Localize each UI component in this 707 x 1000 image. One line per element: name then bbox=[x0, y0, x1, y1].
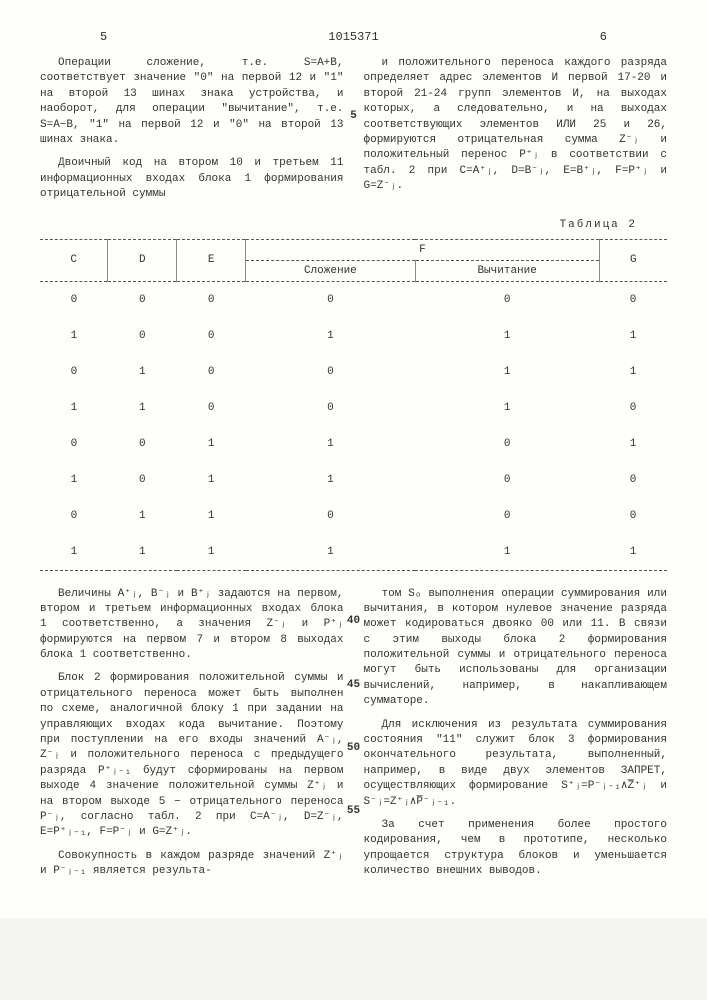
table-cell: 1 bbox=[177, 498, 246, 534]
table-cell: 0 bbox=[40, 281, 108, 318]
paragraph: и положительного переноса каждого разряд… bbox=[364, 56, 668, 195]
table-cell: 1 bbox=[599, 354, 667, 390]
table-cell: 0 bbox=[599, 281, 667, 318]
table-cell: 1 bbox=[599, 534, 667, 571]
table-cell: 1 bbox=[108, 498, 177, 534]
table-row: 111111 bbox=[40, 534, 667, 571]
paragraph: Операции сложение, т.е. S=A+B, соответст… bbox=[40, 56, 344, 148]
col-header-e: E bbox=[177, 239, 246, 281]
table-cell: 0 bbox=[246, 390, 416, 426]
table-row: 000000 bbox=[40, 281, 667, 318]
paragraph: Двоичный код на втором 10 и третьем 11 и… bbox=[40, 156, 344, 202]
table-cell: 1 bbox=[40, 390, 108, 426]
table-cell: 1 bbox=[177, 462, 246, 498]
table-cell: 1 bbox=[40, 534, 108, 571]
table-cell: 1 bbox=[177, 426, 246, 462]
col-header-f1: Сложение bbox=[246, 260, 416, 281]
paragraph: Величины A⁺ⱼ, B⁻ⱼ и B⁺ⱼ задаются на перв… bbox=[40, 587, 344, 664]
paragraph: За счет применения более простого кодиро… bbox=[364, 818, 668, 880]
line-number: 45 bbox=[347, 679, 360, 691]
table-cell: 1 bbox=[599, 318, 667, 354]
table-caption: Таблица 2 bbox=[40, 219, 667, 231]
table-cell: 1 bbox=[246, 534, 416, 571]
table-cell: 1 bbox=[40, 462, 108, 498]
table-cell: 1 bbox=[108, 534, 177, 571]
table-row: 110010 bbox=[40, 390, 667, 426]
table-cell: 0 bbox=[108, 281, 177, 318]
truth-table: C D E F G Сложение Вычитание 00000010011… bbox=[40, 239, 667, 571]
table-cell: 0 bbox=[415, 426, 599, 462]
col-header-f: F bbox=[246, 239, 600, 260]
table-cell: 0 bbox=[415, 462, 599, 498]
table-cell: 0 bbox=[108, 462, 177, 498]
line-number: 50 bbox=[347, 742, 360, 754]
table-cell: 0 bbox=[40, 498, 108, 534]
paragraph: Совокупность в каждом разряде значений Z… bbox=[40, 849, 344, 880]
table-cell: 1 bbox=[40, 318, 108, 354]
table-row: 101100 bbox=[40, 462, 667, 498]
table-cell: 0 bbox=[599, 390, 667, 426]
table-cell: 1 bbox=[108, 354, 177, 390]
table-row: 011000 bbox=[40, 498, 667, 534]
bottom-left-column: Величины A⁺ⱼ, B⁻ⱼ и B⁺ⱼ задаются на перв… bbox=[40, 587, 344, 888]
table-cell: 0 bbox=[415, 281, 599, 318]
table-row: 100111 bbox=[40, 318, 667, 354]
table-cell: 0 bbox=[177, 318, 246, 354]
table-cell: 0 bbox=[40, 426, 108, 462]
paragraph: Для исключения из результата суммировани… bbox=[364, 718, 668, 810]
paragraph: Блок 2 формирования положительной суммы … bbox=[40, 671, 344, 840]
line-number: 5 bbox=[350, 110, 357, 122]
table-cell: 1 bbox=[599, 426, 667, 462]
table-cell: 1 bbox=[108, 390, 177, 426]
patent-number: 1015371 bbox=[328, 30, 378, 44]
table-cell: 0 bbox=[177, 281, 246, 318]
table-cell: 0 bbox=[599, 462, 667, 498]
table-cell: 0 bbox=[177, 354, 246, 390]
table-cell: 0 bbox=[108, 318, 177, 354]
table-cell: 1 bbox=[415, 354, 599, 390]
table-cell: 0 bbox=[108, 426, 177, 462]
col-header-d: D bbox=[108, 239, 177, 281]
table-cell: 0 bbox=[246, 281, 416, 318]
paragraph: том Sₒ выполнения операции суммирования … bbox=[364, 587, 668, 710]
table-cell: 0 bbox=[177, 390, 246, 426]
table-cell: 1 bbox=[177, 534, 246, 571]
line-number: 55 bbox=[347, 805, 360, 817]
table-cell: 1 bbox=[415, 534, 599, 571]
table-cell: 1 bbox=[415, 390, 599, 426]
col-header-f2: Вычитание bbox=[415, 260, 599, 281]
table-row: 010011 bbox=[40, 354, 667, 390]
table-cell: 0 bbox=[246, 498, 416, 534]
top-left-column: Операции сложение, т.е. S=A+B, соответст… bbox=[40, 56, 344, 211]
col-num-left: 5 bbox=[100, 30, 107, 44]
table-cell: 1 bbox=[246, 462, 416, 498]
col-header-c: C bbox=[40, 239, 108, 281]
table-cell: 1 bbox=[246, 426, 416, 462]
col-num-right: 6 bbox=[600, 30, 607, 44]
table-cell: 0 bbox=[246, 354, 416, 390]
table-cell: 0 bbox=[40, 354, 108, 390]
table-cell: 1 bbox=[415, 318, 599, 354]
table-cell: 0 bbox=[415, 498, 599, 534]
table-cell: 1 bbox=[246, 318, 416, 354]
table-cell: 0 bbox=[599, 498, 667, 534]
bottom-right-column: том Sₒ выполнения операции суммирования … bbox=[364, 587, 668, 888]
table-row: 001101 bbox=[40, 426, 667, 462]
top-right-column: и положительного переноса каждого разряд… bbox=[364, 56, 668, 211]
col-header-g: G bbox=[599, 239, 667, 281]
line-number: 40 bbox=[347, 615, 360, 627]
